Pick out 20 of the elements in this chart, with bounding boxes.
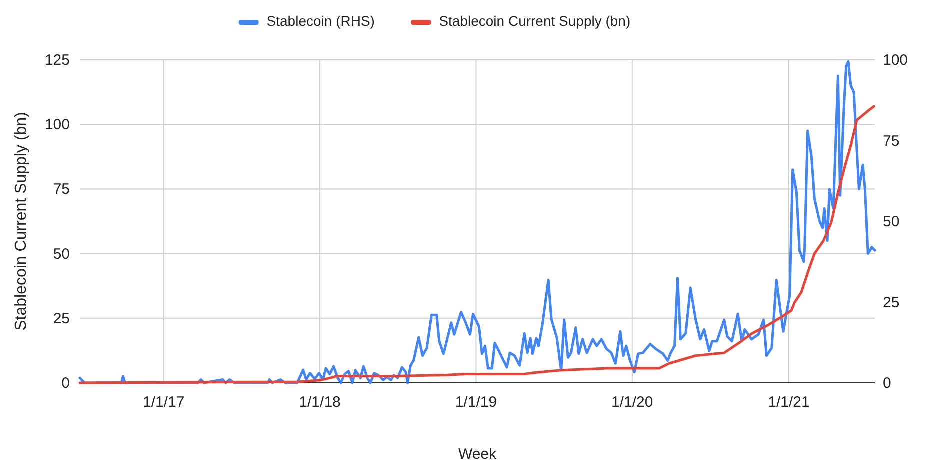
y-tick-label: 100 <box>44 116 70 134</box>
x-tick-label: 1/1/19 <box>455 394 498 411</box>
y-tick-label: 25 <box>53 310 70 328</box>
x-tick-label: 1/1/17 <box>143 394 185 411</box>
x-tick-label: 1/1/18 <box>299 394 341 411</box>
y2-tick-label: 25 <box>883 294 900 312</box>
y2-tick-label: 100 <box>883 52 908 69</box>
y-tick-label: 50 <box>53 246 70 263</box>
y-tick-label: 75 <box>53 181 70 198</box>
y-tick-label: 0 <box>62 375 70 392</box>
x-tick-label: 1/1/20 <box>612 394 654 411</box>
y-axis-title: Stablecoin Current Supply (bn) <box>13 112 30 331</box>
y-tick-label: 125 <box>44 52 70 69</box>
x-axis-title: Week <box>458 446 498 463</box>
legend-label: Stablecoin (RHS) <box>266 13 375 29</box>
y2-tick-label: 50 <box>883 214 900 230</box>
legend-label: Stablecoin Current Supply (bn) <box>439 13 631 29</box>
x-tick-label: 1/1/21 <box>768 394 810 411</box>
y2-tick-label: 75 <box>883 132 900 150</box>
y2-tick-label: 0 <box>883 375 892 392</box>
